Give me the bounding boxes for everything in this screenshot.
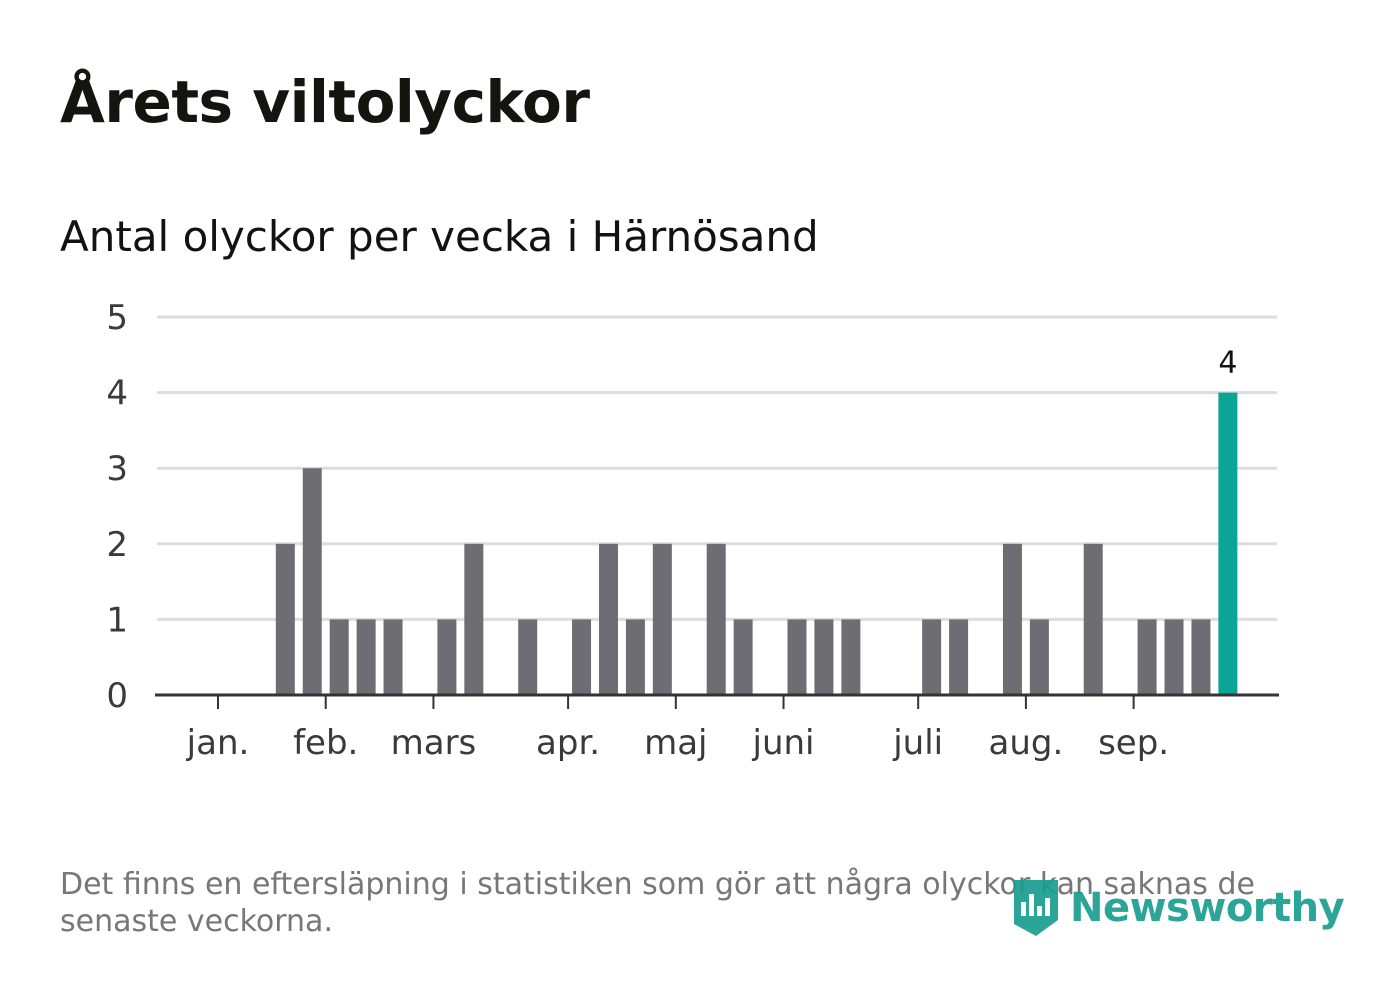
bar xyxy=(302,468,322,695)
bar xyxy=(814,619,834,695)
x-tick-label: jan. xyxy=(186,723,250,763)
bar xyxy=(383,619,403,695)
y-tick-label: 4 xyxy=(106,374,128,414)
bar xyxy=(1029,619,1049,695)
bar xyxy=(572,619,592,695)
y-tick-label: 2 xyxy=(106,525,128,565)
newsworthy-logo-icon xyxy=(1014,880,1058,936)
bar xyxy=(1191,619,1211,695)
axis-labels: 0 1 2 3 4 5 4 jan. feb. mars apr. maj juni juli aug. se… xyxy=(106,298,1237,763)
bar xyxy=(1137,619,1157,695)
x-tick-label: juli xyxy=(892,723,943,763)
bar xyxy=(1083,543,1103,695)
bar xyxy=(518,619,538,695)
bar xyxy=(275,543,295,695)
bar-value-label: 4 xyxy=(1218,346,1237,381)
bar xyxy=(733,619,753,695)
x-tick-label: feb. xyxy=(293,723,358,763)
bar xyxy=(464,543,484,695)
y-tick-label: 1 xyxy=(106,600,128,640)
bar xyxy=(1002,543,1022,695)
bar xyxy=(598,543,618,695)
brand-logo: Newsworthy xyxy=(1010,876,1345,940)
bar xyxy=(841,619,861,695)
x-tick-label: mars xyxy=(391,723,477,763)
bar-highlight xyxy=(1218,392,1238,695)
x-tick-label: aug. xyxy=(989,723,1064,763)
y-tick-label: 3 xyxy=(106,449,128,489)
bar xyxy=(787,619,807,695)
bar xyxy=(1164,619,1184,695)
brand-name: Newsworthy xyxy=(1070,885,1345,931)
x-tick-label: sep. xyxy=(1098,723,1169,763)
y-tick-label: 0 xyxy=(106,676,128,716)
bar xyxy=(706,543,726,695)
bar xyxy=(949,619,969,695)
bar xyxy=(437,619,457,695)
y-tick-label: 5 xyxy=(106,298,128,338)
x-axis xyxy=(155,693,1279,709)
bar xyxy=(625,619,645,695)
bar xyxy=(356,619,376,695)
bars xyxy=(275,392,1238,695)
chart-subtitle: Antal olyckor per vecka i Härnösand xyxy=(60,212,819,261)
chart-title: Årets viltolyckor xyxy=(60,68,590,136)
bar xyxy=(652,543,672,695)
bar xyxy=(922,619,942,695)
x-tick-label: juni xyxy=(752,723,815,763)
bar xyxy=(329,619,349,695)
x-tick-label: maj xyxy=(644,723,707,763)
x-tick-label: apr. xyxy=(536,723,600,763)
